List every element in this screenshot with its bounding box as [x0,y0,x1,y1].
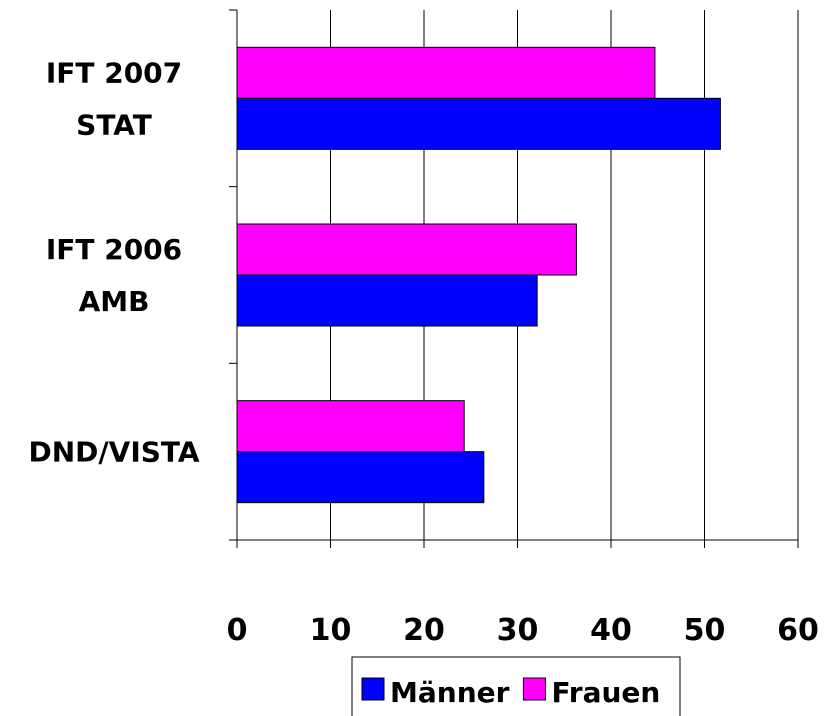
bar [236,97,721,150]
x-tick-label: 30 [497,613,539,648]
x-tick-label: 40 [590,613,632,648]
legend-box [351,656,681,716]
x-tick-label: 60 [777,613,819,648]
legend-swatch [361,677,385,701]
y-tick-label: IFT 2006 AMB [46,233,182,318]
bar [236,46,656,99]
x-tick-label: 20 [403,613,445,648]
legend-label: Frauen [551,676,660,709]
bar [236,223,577,276]
x-tick-label: 10 [310,613,352,648]
legend-label: Männer [390,676,510,709]
legend-swatch [522,677,546,701]
y-tick-label: IFT 2007 STAT [46,56,182,141]
x-tick-label: 50 [684,613,726,648]
bar [236,400,465,453]
bar [236,274,538,327]
bar [236,451,485,504]
x-tick-label: 0 [227,613,248,648]
y-tick-label: DND/VISTA [29,436,200,469]
